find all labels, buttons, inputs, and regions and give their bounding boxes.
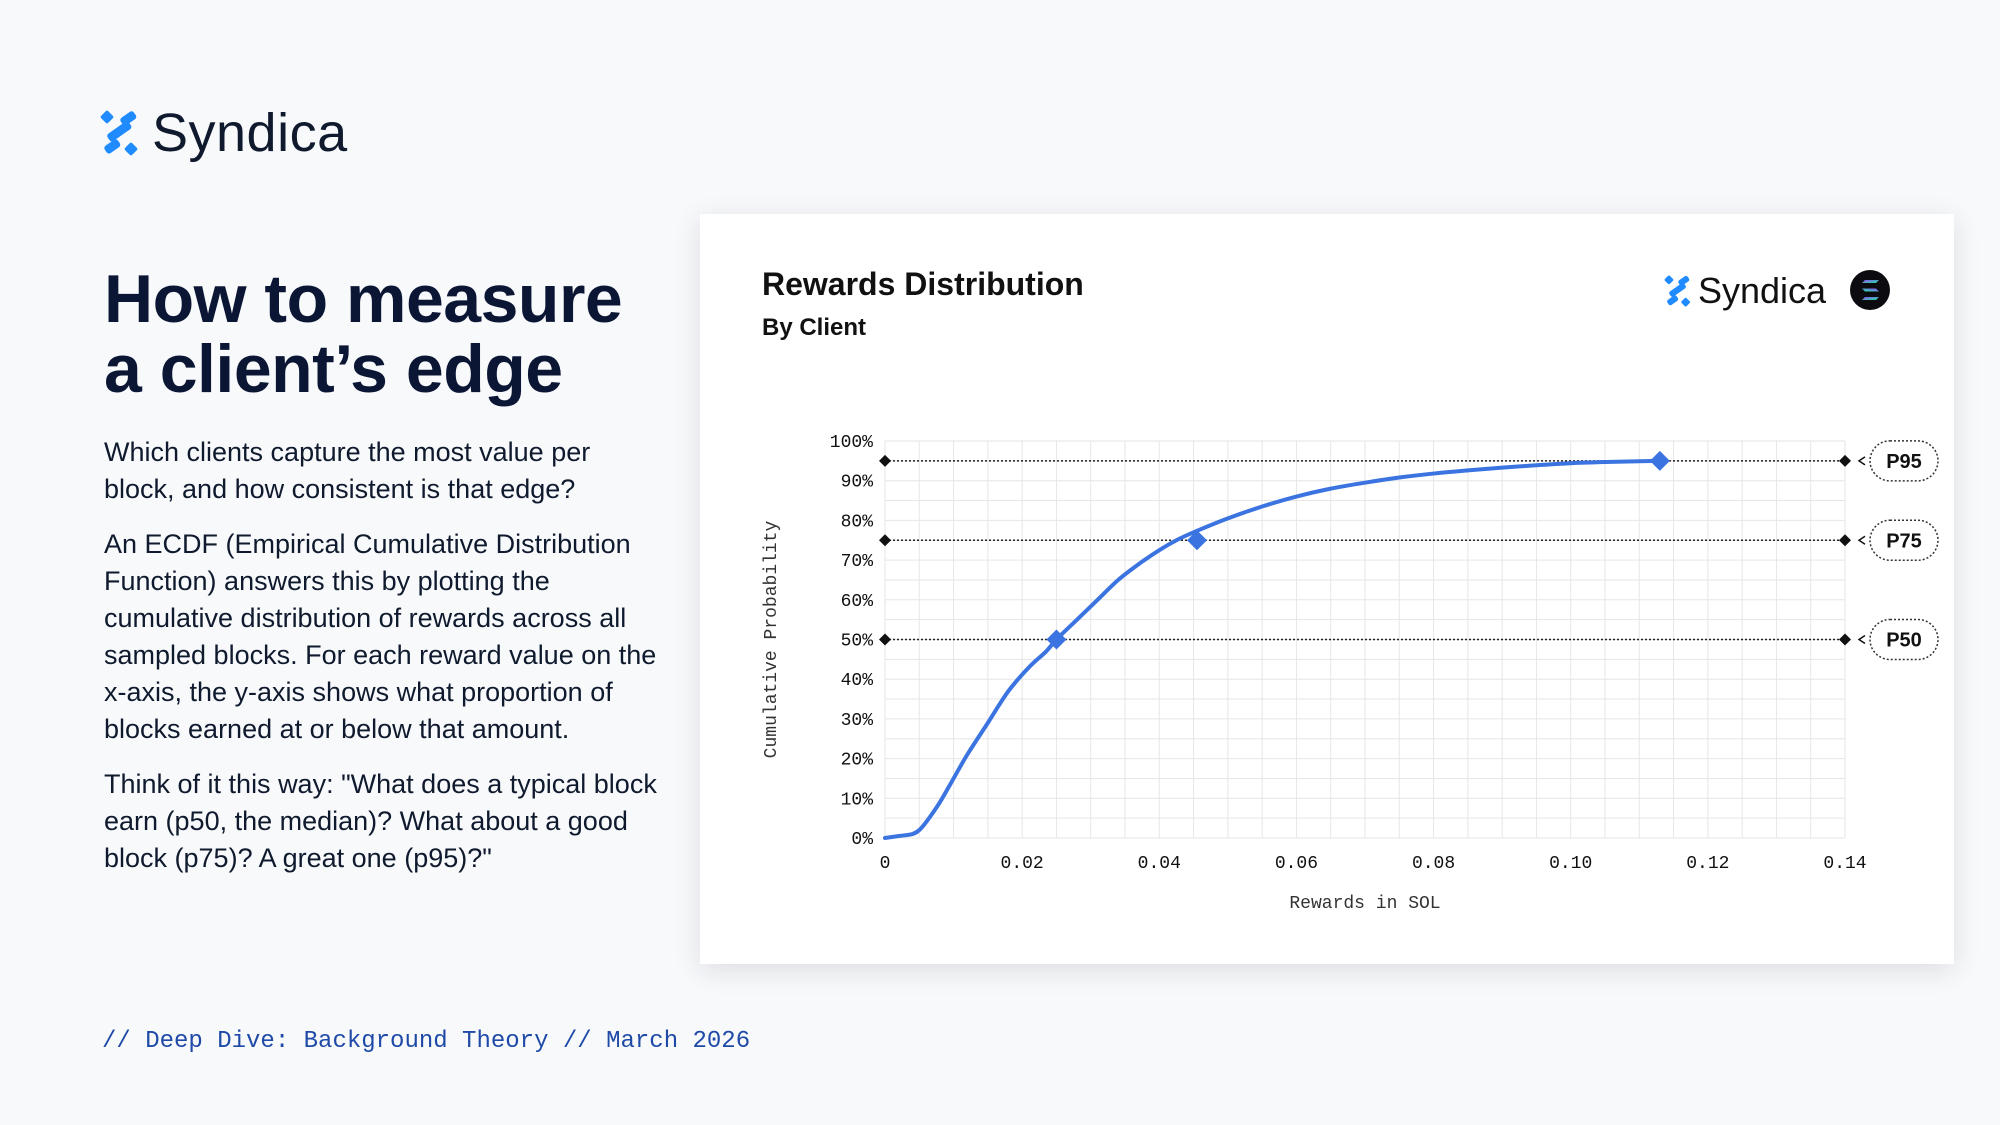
x-tick-label: 0.04	[1138, 854, 1181, 874]
x-tick-label: 0.02	[1001, 854, 1044, 874]
tick-labels: 0 0.02 0.04 0.06 0.08 0.10 0.12 0.14 0% 10% 20% 30%…	[830, 433, 1867, 874]
percentile-line-end-marker	[1839, 633, 1851, 646]
y-tick-label: 50%	[841, 632, 874, 652]
x-tick-label: 0.14	[1823, 854, 1866, 874]
y-tick-label: 80%	[841, 512, 874, 532]
percentile-pill-p75	[1869, 519, 1939, 561]
percentile-marker-p50	[1046, 629, 1067, 650]
x-tick-label: 0.06	[1275, 854, 1318, 874]
percentile-line-end-marker	[1839, 454, 1851, 467]
x-tick-label: 0	[880, 854, 891, 874]
brand-name: Syndica	[152, 103, 348, 163]
y-tick-label: 90%	[841, 473, 874, 493]
percentile-marker-p95	[1649, 450, 1670, 471]
footer-caption: // Deep Dive: Background Theory // March…	[102, 1028, 751, 1055]
chart-card: Rewards Distribution By Client Syndica	[700, 214, 1954, 964]
percentile-line-end-marker	[1839, 534, 1851, 547]
x-tick-label: 0.10	[1549, 854, 1592, 874]
y-tick-label: 20%	[841, 751, 874, 771]
percentile-label-p95: P95	[1886, 451, 1922, 473]
chart-title: Rewards Distribution	[762, 266, 1084, 302]
ecdf-chart: 0 0.02 0.04 0.06 0.08 0.10 0.12 0.14 0% 10% 20% 30%…	[762, 433, 1939, 914]
percentile-line-start-marker	[879, 454, 891, 467]
body-paragraph-1: Which clients capture the most value per…	[104, 437, 591, 504]
chevron-left-icon	[1857, 456, 1866, 466]
syndica-logo-icon	[1664, 275, 1690, 307]
y-tick-label: 70%	[841, 552, 874, 572]
title-line-1: How to measure	[104, 261, 623, 337]
y-tick-label: 10%	[841, 790, 874, 810]
x-axis-label: Rewards in SOL	[1289, 894, 1440, 914]
percentile-label-p50: P50	[1886, 630, 1922, 652]
percentile-markers	[1046, 450, 1670, 650]
y-tick-label: 60%	[841, 592, 874, 612]
percentile-line-start-marker	[879, 534, 891, 547]
curve-layer	[883, 458, 1662, 840]
card-brand-name: Syndica	[1698, 270, 1827, 311]
y-tick-label: 30%	[841, 711, 874, 731]
percentile-marker-p75	[1187, 530, 1207, 551]
solana-icon	[1850, 270, 1890, 310]
page-title: How to measure a client’s edge	[104, 264, 664, 404]
chevron-left-icon	[1857, 634, 1866, 645]
y-tick-label: 100%	[830, 433, 873, 453]
syndica-logo-icon	[100, 110, 138, 156]
card-brand-logo: Syndica	[1664, 270, 1826, 312]
percentile-line-start-marker	[879, 633, 891, 646]
percentile-label-p75: P75	[1886, 530, 1922, 552]
percentile-reference-lines	[879, 454, 1866, 646]
chart-subtitle: By Client	[762, 314, 867, 341]
percentile-pill-p95	[1869, 440, 1939, 482]
body-paragraph-3: Think of it this way: "What does a typic…	[104, 769, 657, 873]
x-tick-label: 0.12	[1686, 854, 1729, 874]
body-paragraph-2: An ECDF (Empirical Cumulative Distributi…	[104, 529, 657, 744]
brand-logo: Syndica	[100, 102, 348, 164]
ecdf-curve	[883, 458, 1662, 840]
y-tick-label: 0%	[851, 830, 873, 850]
x-tick-label: 0.08	[1412, 854, 1455, 874]
title-line-2: a client’s edge	[104, 331, 563, 407]
y-tick-label: 40%	[841, 671, 874, 691]
y-axis-label: Cumulative Probability	[762, 520, 782, 758]
body-text: Which clients capture the most value per…	[104, 434, 664, 895]
percentile-labels: P50 P75 P95	[1869, 440, 1939, 661]
percentile-pill-p50	[1869, 618, 1939, 661]
chevron-left-icon	[1857, 535, 1866, 545]
